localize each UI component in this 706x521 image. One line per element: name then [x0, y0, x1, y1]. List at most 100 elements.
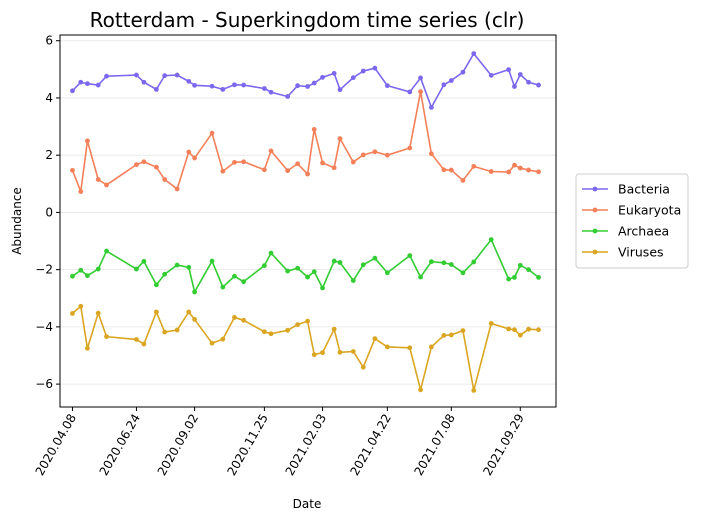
legend-marker-eukaryota — [592, 207, 598, 213]
data-point-viruses — [186, 309, 192, 315]
data-point-viruses — [134, 337, 139, 342]
data-point-viruses — [268, 331, 274, 337]
data-point-eukaryota — [536, 169, 541, 175]
x-tick-label: 2021.09.29 — [480, 412, 526, 479]
data-point-viruses — [350, 349, 356, 354]
data-point-eukaryota — [285, 168, 291, 174]
legend-label-eukaryota: Eukaryota — [618, 203, 681, 218]
data-point-archaea — [536, 274, 541, 280]
data-point-eukaryota — [261, 167, 267, 173]
data-point-bacteria — [261, 86, 267, 91]
y-tick-label: 6 — [45, 34, 53, 48]
data-point-eukaryota — [232, 159, 237, 165]
legend-label-archaea: Archaea — [618, 224, 669, 239]
x-tick-label: 2020.09.02 — [155, 412, 201, 479]
data-point-archaea — [285, 268, 291, 274]
data-point-bacteria — [311, 80, 317, 86]
data-point-eukaryota — [337, 136, 343, 141]
data-point-eukaryota — [85, 138, 90, 144]
data-point-archaea — [320, 285, 325, 291]
data-point-viruses — [311, 352, 317, 358]
data-point-viruses — [428, 344, 434, 350]
data-point-viruses — [209, 340, 215, 346]
data-point-eukaryota — [295, 161, 301, 167]
y-tick-label: 4 — [45, 91, 53, 105]
data-point-archaea — [186, 264, 192, 270]
data-point-eukaryota — [186, 149, 192, 155]
legend: Bacteria Eukaryota Archaea Viruses — [575, 173, 689, 269]
data-point-eukaryota — [268, 148, 274, 154]
data-point-viruses — [384, 344, 390, 350]
data-point-bacteria — [220, 86, 226, 92]
data-point-bacteria — [384, 83, 390, 89]
y-axis: −6 −4 −2 0 2 4 6 — [35, 34, 60, 391]
data-point-bacteria — [232, 82, 237, 88]
data-point-archaea — [448, 262, 454, 267]
data-point-viruses — [192, 317, 197, 322]
data-point-viruses — [512, 327, 517, 333]
data-point-bacteria — [350, 75, 356, 81]
chart-title: Rotterdam - Superkingdom time series (cl… — [90, 8, 525, 32]
data-point-eukaryota — [372, 149, 378, 155]
data-point-eukaryota — [174, 186, 180, 192]
data-point-archaea — [428, 259, 434, 265]
data-point-bacteria — [418, 75, 423, 81]
data-point-eukaryota — [241, 159, 247, 165]
data-point-bacteria — [153, 86, 159, 92]
data-point-eukaryota — [517, 165, 523, 171]
data-point-bacteria — [337, 87, 343, 93]
legend-label-bacteria: Bacteria — [618, 182, 670, 197]
data-point-archaea — [220, 284, 226, 290]
data-point-eukaryota — [441, 167, 447, 173]
data-point-viruses — [337, 349, 343, 355]
data-point-archaea — [261, 263, 267, 269]
data-point-archaea — [241, 279, 247, 285]
data-point-eukaryota — [460, 177, 466, 183]
series-group — [70, 51, 541, 393]
data-point-viruses — [360, 364, 366, 370]
data-point-archaea — [153, 282, 159, 288]
data-point-viruses — [441, 333, 447, 338]
data-point-bacteria — [134, 72, 139, 78]
data-point-archaea — [95, 266, 101, 272]
data-point-bacteria — [104, 73, 109, 79]
data-point-viruses — [285, 327, 291, 333]
data-point-archaea — [104, 248, 109, 254]
data-point-viruses — [78, 303, 84, 309]
data-point-eukaryota — [162, 177, 168, 182]
data-point-viruses — [407, 345, 413, 351]
x-tick-label: 2020.11.25 — [224, 412, 270, 479]
data-point-eukaryota — [488, 169, 494, 174]
data-point-bacteria — [448, 78, 454, 83]
data-point-viruses — [70, 311, 75, 316]
series-line-eukaryota — [71, 90, 539, 193]
data-point-bacteria — [441, 82, 447, 88]
data-point-viruses — [305, 318, 310, 324]
series-line-viruses — [71, 305, 539, 392]
data-point-bacteria — [192, 82, 197, 88]
data-point-viruses — [95, 310, 101, 316]
data-point-eukaryota — [331, 165, 337, 171]
data-point-archaea — [141, 258, 147, 264]
data-point-eukaryota — [448, 167, 454, 173]
data-point-viruses — [526, 326, 531, 332]
data-point-archaea — [305, 274, 310, 280]
y-tick-label: 2 — [45, 148, 53, 162]
data-point-eukaryota — [141, 159, 147, 165]
data-point-eukaryota — [512, 162, 517, 168]
data-point-viruses — [241, 317, 247, 323]
data-point-archaea — [268, 250, 274, 256]
y-axis-label: Abundance — [10, 187, 24, 255]
data-point-archaea — [192, 289, 197, 295]
data-point-archaea — [162, 271, 168, 277]
data-point-bacteria — [285, 94, 291, 99]
data-point-archaea — [337, 260, 343, 265]
data-point-bacteria — [70, 88, 75, 94]
data-point-archaea — [85, 273, 90, 279]
data-point-viruses — [517, 332, 523, 338]
data-point-eukaryota — [305, 171, 310, 177]
data-point-bacteria — [85, 81, 90, 87]
data-point-viruses — [104, 334, 109, 340]
data-point-archaea — [78, 267, 84, 273]
